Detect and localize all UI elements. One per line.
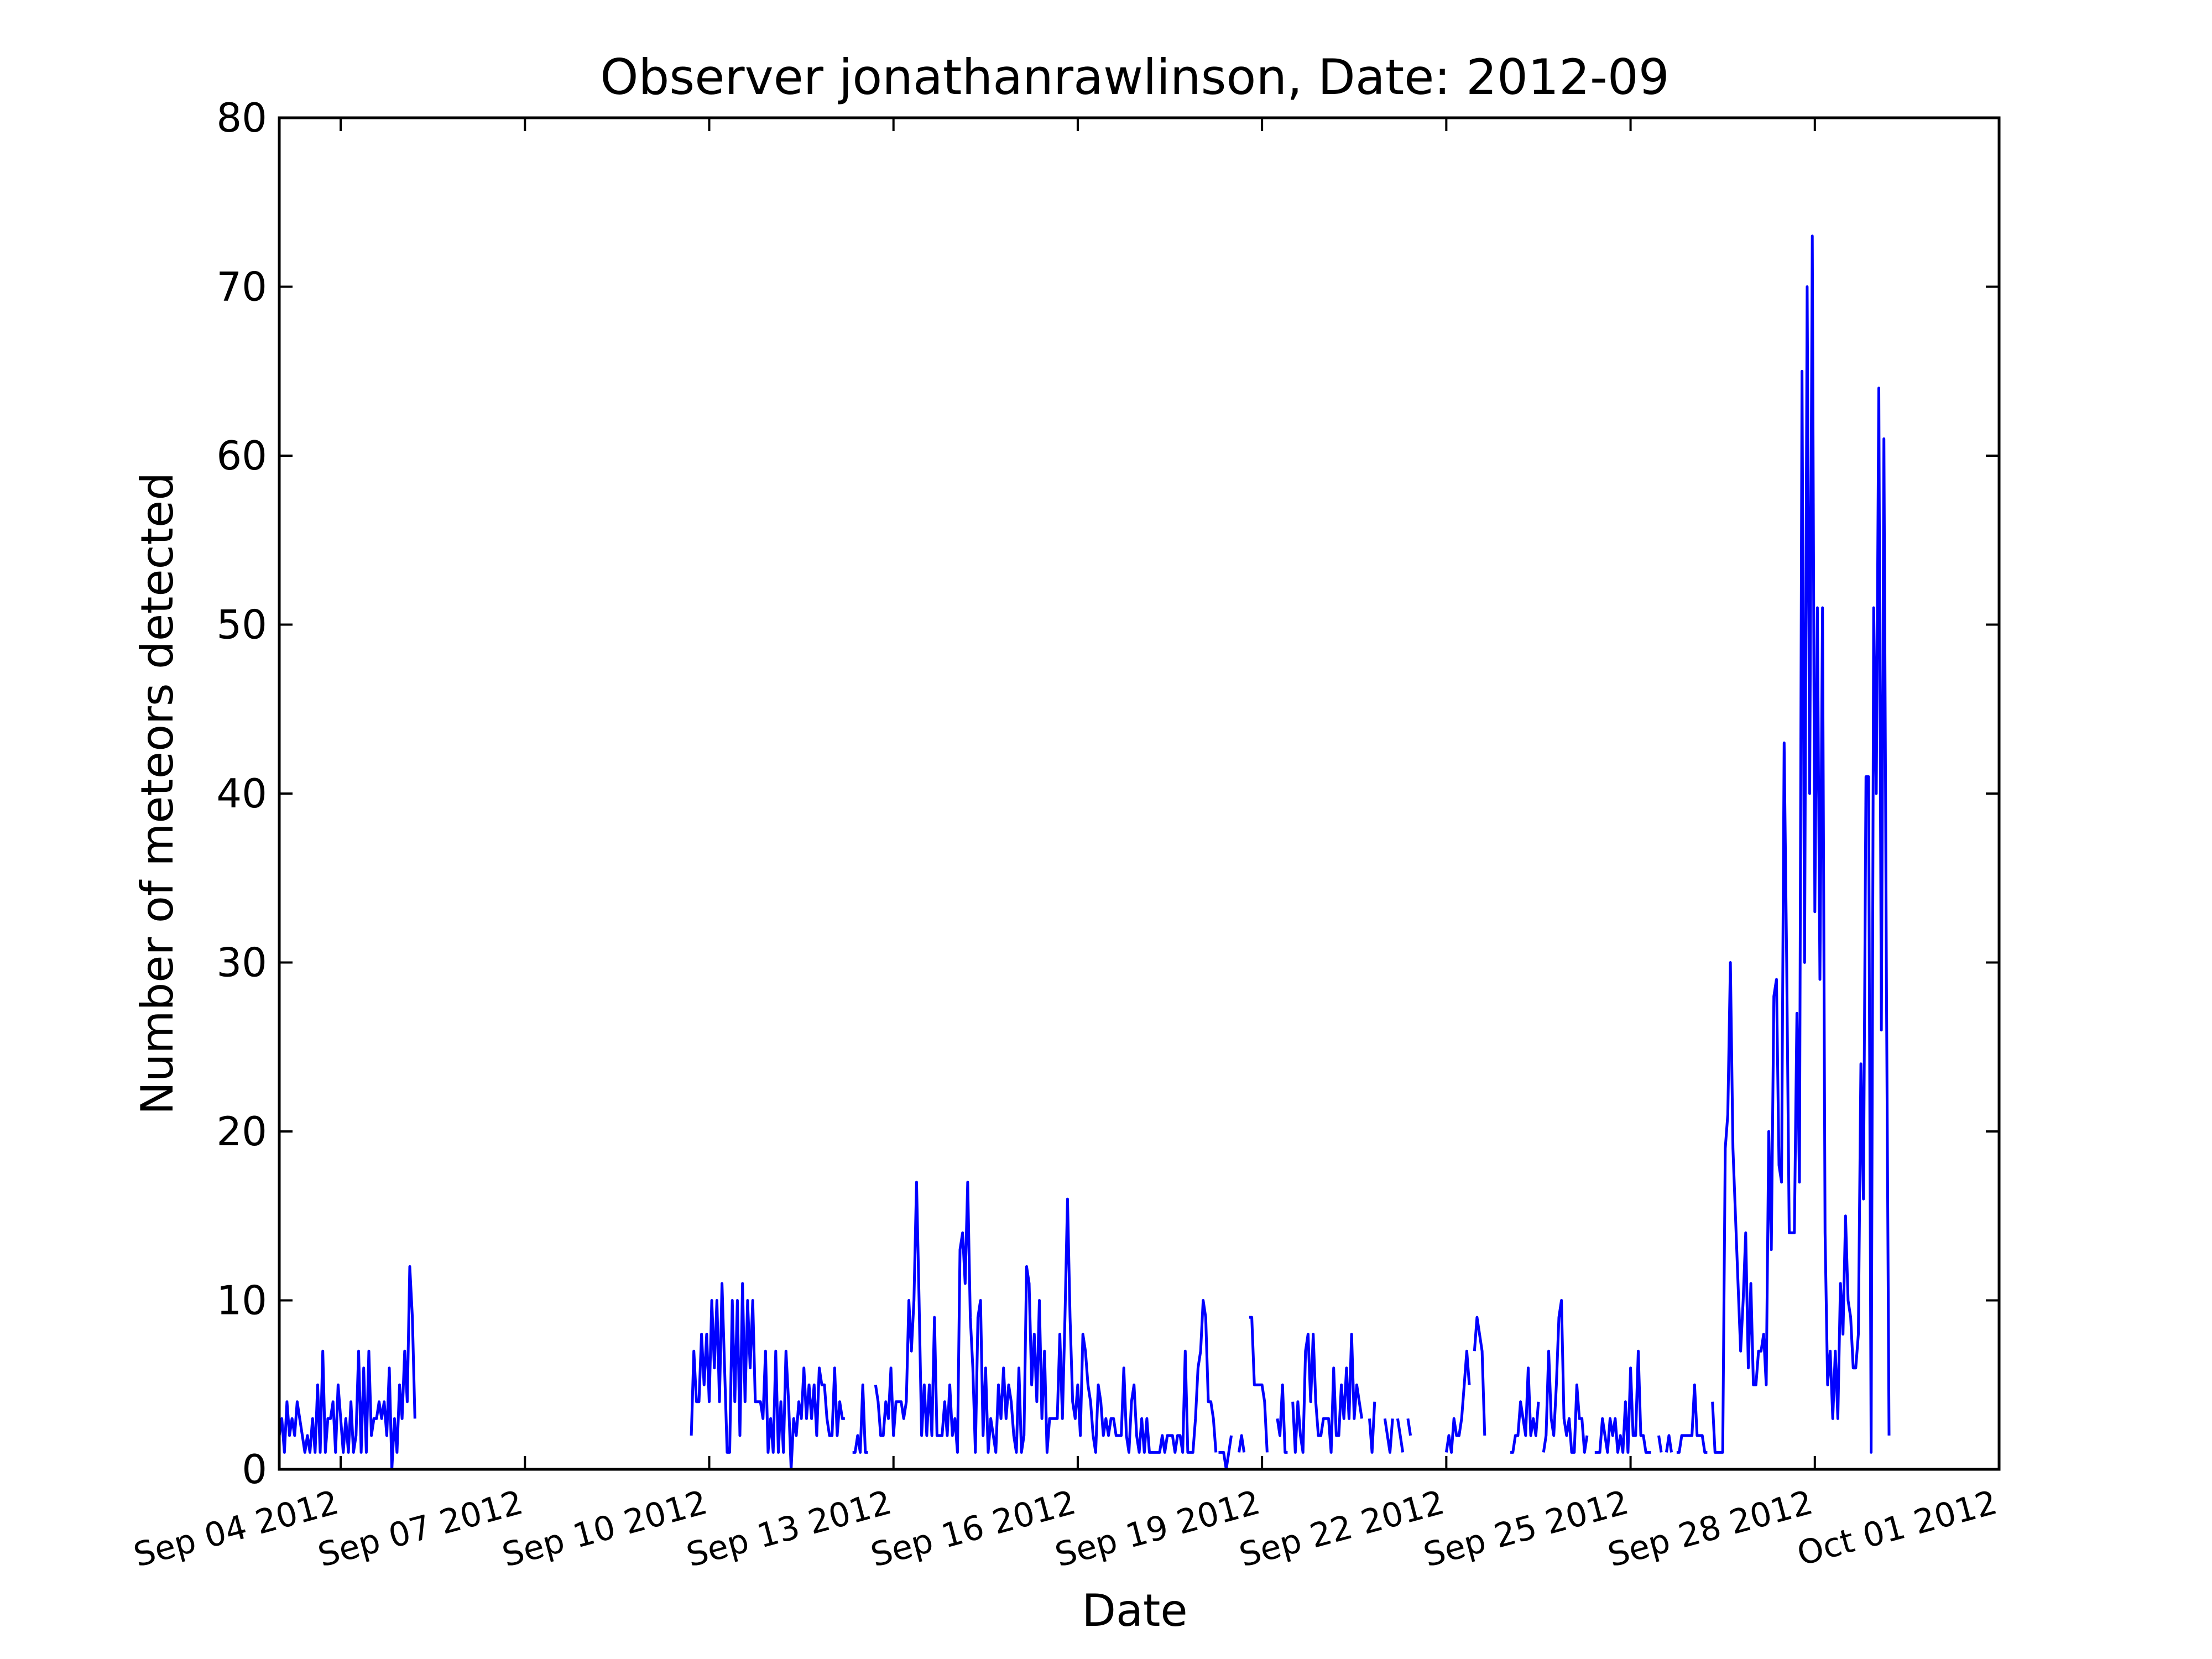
- y-tick-label: 10: [216, 1277, 267, 1324]
- series-line-segment: [1594, 1349, 1651, 1454]
- series-line-segment: [278, 1265, 416, 1471]
- series-line-segment: [1676, 1383, 1708, 1454]
- series-line-segment: [1665, 1434, 1673, 1453]
- series-line-segment: [1406, 1418, 1412, 1436]
- series-line-segment: [1238, 1434, 1246, 1453]
- y-tick-label: 60: [216, 432, 267, 479]
- y-tick-label: 70: [216, 264, 267, 310]
- axes-frame: [278, 116, 2001, 1471]
- y-tick-label: 50: [216, 602, 267, 648]
- series-line-segment: [1444, 1349, 1471, 1454]
- series-line-segment: [690, 1282, 845, 1471]
- series-line-segment: [1473, 1316, 1486, 1436]
- y-axis-title: Number of meteors detected: [132, 472, 183, 1115]
- series-line-segment: [1291, 1333, 1364, 1454]
- series-line-segment: [1276, 1383, 1288, 1454]
- series-line-segment: [1249, 1316, 1269, 1453]
- series-line-segment: [852, 1383, 868, 1454]
- series-line-segment: [1657, 1435, 1663, 1453]
- plot-area: [278, 234, 1891, 1471]
- y-tick-label: 80: [216, 95, 267, 141]
- y-tick-label: 40: [216, 770, 267, 817]
- series-line-segment: [874, 1181, 1218, 1454]
- series-line-segment: [1383, 1418, 1394, 1454]
- series-line-segment: [1368, 1401, 1376, 1454]
- x-axis-title: Date: [1082, 1585, 1187, 1636]
- series-line-segment: [1218, 1435, 1233, 1471]
- series-line-segment: [1396, 1418, 1405, 1453]
- chart-title: Observer jonathanrawlinson, Date: 2012-0…: [600, 49, 1669, 106]
- y-tick-label: 0: [242, 1446, 267, 1493]
- series-line-segment: [1510, 1366, 1540, 1454]
- y-tick-label: 30: [216, 940, 267, 986]
- series-line-segment: [1542, 1299, 1589, 1454]
- y-tick-label: 20: [216, 1108, 267, 1155]
- series-line-segment: [1711, 234, 1891, 1454]
